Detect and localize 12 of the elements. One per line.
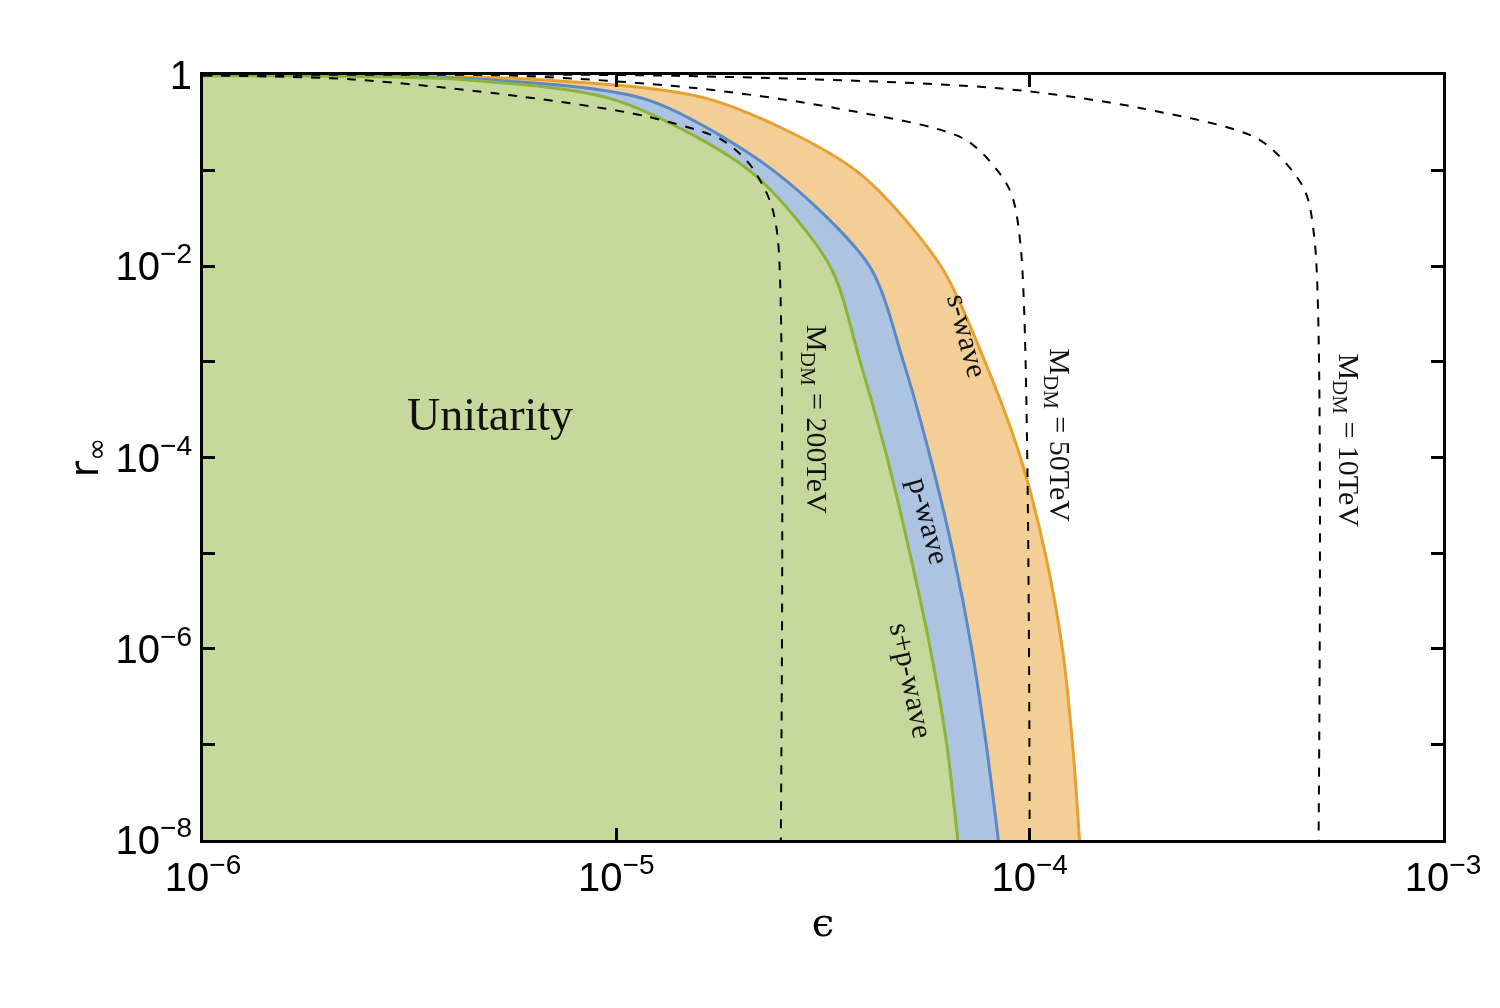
- annotation: s-wave: [940, 290, 995, 381]
- y-tick-label: 1: [169, 53, 192, 97]
- x-tick-label: 10$^{−4}$: [991, 849, 1068, 899]
- y-tick-label: 10$^{−4}$: [115, 429, 192, 480]
- y-tick-label: 10$^{−2}$: [115, 238, 192, 289]
- y-tick-label: 10$^{−6}$: [115, 620, 192, 671]
- x-tick-label: 10$^{−5}$: [578, 849, 655, 899]
- annotation: p-wave: [902, 473, 957, 568]
- x-tick-label: 10$^{−3}$: [1404, 849, 1482, 899]
- annotation: s+p-wave: [883, 619, 941, 741]
- annotation: Unitarity: [407, 389, 574, 440]
- x-axis-title: ϵ: [811, 898, 835, 945]
